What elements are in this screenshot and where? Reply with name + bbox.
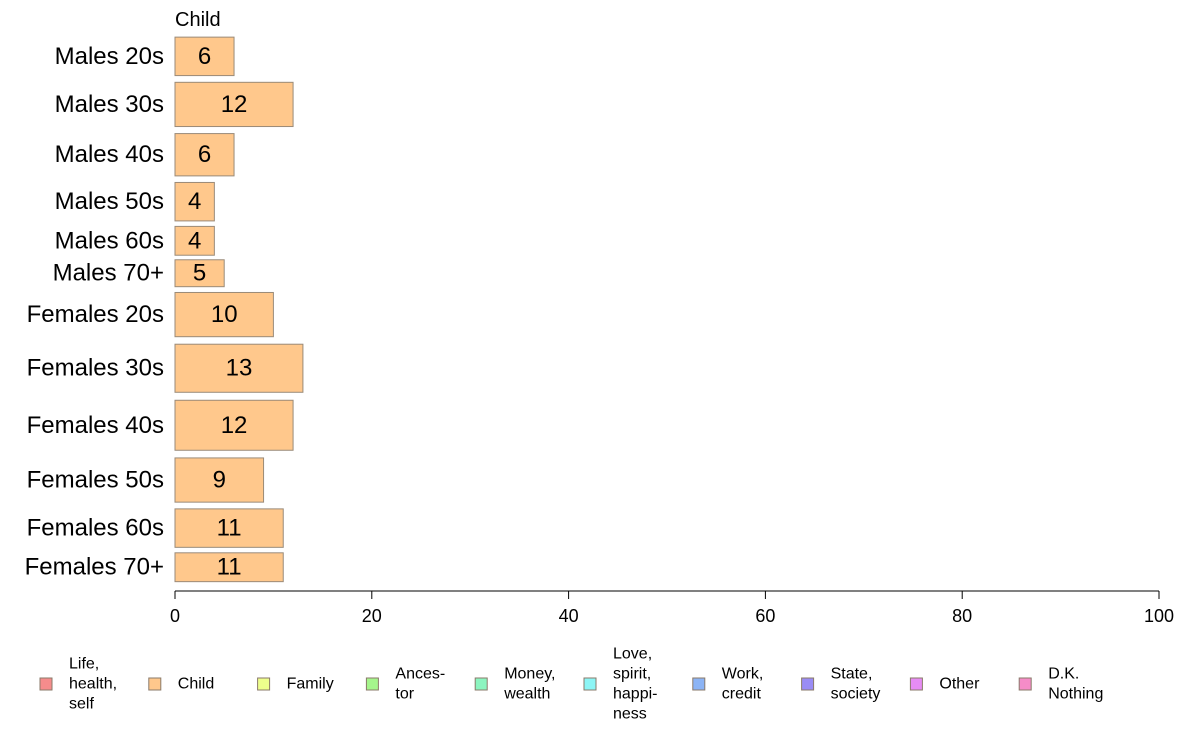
legend-swatch xyxy=(583,677,597,691)
legend-item: D.K. Nothing xyxy=(1018,666,1103,703)
category-label: Males 50s xyxy=(55,188,164,215)
x-tick-label: 100 xyxy=(1144,606,1174,626)
bar xyxy=(174,259,225,288)
legend-label: Family xyxy=(287,676,334,693)
category-label: Females 30s xyxy=(27,355,164,382)
legend-label: Work, credit xyxy=(722,666,763,703)
legend-item: Love, spirit, happi-ness xyxy=(583,646,657,723)
legend-swatch xyxy=(365,677,379,691)
legend-item: Child xyxy=(148,676,214,693)
bar-value-label: 5 xyxy=(193,260,206,287)
bar-value-label: 10 xyxy=(211,301,238,328)
x-tick-label: 0 xyxy=(170,606,180,626)
bar xyxy=(174,399,294,451)
category-label: Males 70+ xyxy=(53,260,164,287)
bar-value-label: 6 xyxy=(198,43,211,70)
category-label: Females 20s xyxy=(27,301,164,328)
legend-label: Money, wealth xyxy=(503,666,555,703)
legend-swatch xyxy=(801,677,815,691)
legend-swatch xyxy=(39,677,53,691)
bar xyxy=(174,225,215,256)
legend-label: Life, health, self xyxy=(69,656,117,713)
bar xyxy=(174,36,235,77)
legend-swatch xyxy=(474,677,488,691)
bar xyxy=(174,343,304,393)
legend-swatch xyxy=(1018,677,1032,691)
x-tick-label: 40 xyxy=(559,606,579,626)
bar xyxy=(174,81,294,128)
legend-item: Other xyxy=(909,676,980,693)
bar xyxy=(174,552,284,583)
legend-label: Other xyxy=(939,676,980,693)
category-label: Males 40s xyxy=(55,141,164,168)
category-label: Females 40s xyxy=(27,412,164,439)
category-label: Females 50s xyxy=(27,467,164,494)
legend-item: Money, wealth xyxy=(474,666,555,703)
category-label: Males 20s xyxy=(55,43,164,70)
bars-group: Males 20s 6 Males 30s 12 Males 40s 6 Males 50s… xyxy=(25,36,304,583)
legend-label: Ances-tor xyxy=(395,666,445,703)
legend-swatch xyxy=(692,677,706,691)
x-tick-label: 20 xyxy=(362,606,382,626)
legend-item: Work, credit xyxy=(692,666,763,703)
bar-value-label: 6 xyxy=(198,141,211,168)
legend: Life, health, self Child Family Ances-tor Mone… xyxy=(39,646,1103,723)
bar-value-label: 4 xyxy=(188,188,201,215)
bar xyxy=(174,457,265,503)
bar-value-label: 11 xyxy=(217,515,242,542)
x-axis: 0 20 40 60 80 100 xyxy=(170,590,1174,626)
category-label: Females 60s xyxy=(27,515,164,542)
bar-value-label: 12 xyxy=(221,412,248,439)
legend-item: State, society xyxy=(801,666,881,703)
bar-value-label: 4 xyxy=(188,227,201,254)
category-label: Females 70+ xyxy=(25,554,164,581)
legend-label: D.K. Nothing xyxy=(1048,666,1103,703)
legend-item: Life, health, self xyxy=(39,656,117,713)
bar-value-label: 9 xyxy=(213,467,226,494)
legend-swatch xyxy=(148,677,162,691)
bar-value-label: 11 xyxy=(217,554,242,581)
legend-swatch xyxy=(257,677,271,691)
bar xyxy=(174,181,215,222)
category-label: Males 30s xyxy=(55,91,164,118)
bar-value-label: 13 xyxy=(226,355,253,382)
series-title: Child xyxy=(175,9,221,31)
bar xyxy=(174,291,274,338)
x-tick-label: 60 xyxy=(755,606,775,626)
category-label: Males 60s xyxy=(55,227,164,254)
legend-item: Ances-tor xyxy=(365,666,445,703)
bar xyxy=(174,508,284,548)
legend-label: Love, spirit, happi-ness xyxy=(613,646,657,723)
bar-value-label: 12 xyxy=(221,91,248,118)
legend-label: Child xyxy=(178,676,214,693)
bar xyxy=(174,133,235,177)
x-tick-label: 80 xyxy=(952,606,972,626)
legend-label: State, society xyxy=(831,666,881,703)
legend-item: Family xyxy=(257,676,334,693)
legend-swatch xyxy=(909,677,923,691)
